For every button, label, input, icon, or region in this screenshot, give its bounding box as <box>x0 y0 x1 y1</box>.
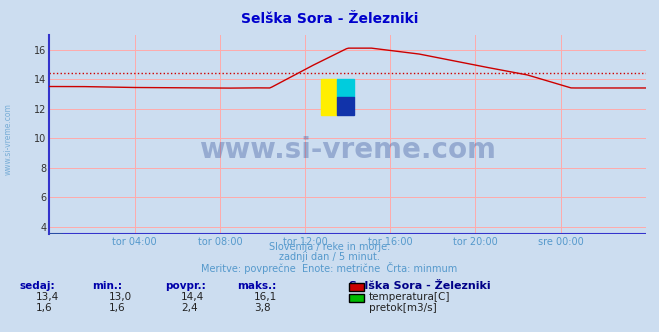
Text: zadnji dan / 5 minut.: zadnji dan / 5 minut. <box>279 252 380 262</box>
Bar <box>321 79 337 115</box>
Text: temperatura[C]: temperatura[C] <box>369 292 451 302</box>
Text: pretok[m3/s]: pretok[m3/s] <box>369 303 437 313</box>
Text: www.si-vreme.com: www.si-vreme.com <box>3 104 13 175</box>
Text: maks.:: maks.: <box>237 281 277 290</box>
Bar <box>337 79 354 97</box>
Text: 3,8: 3,8 <box>254 303 270 313</box>
Text: 1,6: 1,6 <box>36 303 53 313</box>
Text: Selška Sora - Železniki: Selška Sora - Železniki <box>241 12 418 26</box>
Text: Slovenija / reke in morje.: Slovenija / reke in morje. <box>269 242 390 252</box>
Text: Meritve: povprečne  Enote: metrične  Črta: minmum: Meritve: povprečne Enote: metrične Črta:… <box>202 262 457 274</box>
Text: 14,4: 14,4 <box>181 292 204 302</box>
Text: Selška Sora - Železniki: Selška Sora - Železniki <box>349 281 491 290</box>
Text: 1,6: 1,6 <box>109 303 125 313</box>
Text: sedaj:: sedaj: <box>20 281 55 290</box>
Text: 2,4: 2,4 <box>181 303 198 313</box>
Bar <box>337 97 354 115</box>
Text: min.:: min.: <box>92 281 123 290</box>
Text: 13,0: 13,0 <box>109 292 132 302</box>
Text: www.si-vreme.com: www.si-vreme.com <box>199 136 496 164</box>
Text: 13,4: 13,4 <box>36 292 59 302</box>
Text: povpr.:: povpr.: <box>165 281 206 290</box>
Text: 16,1: 16,1 <box>254 292 277 302</box>
